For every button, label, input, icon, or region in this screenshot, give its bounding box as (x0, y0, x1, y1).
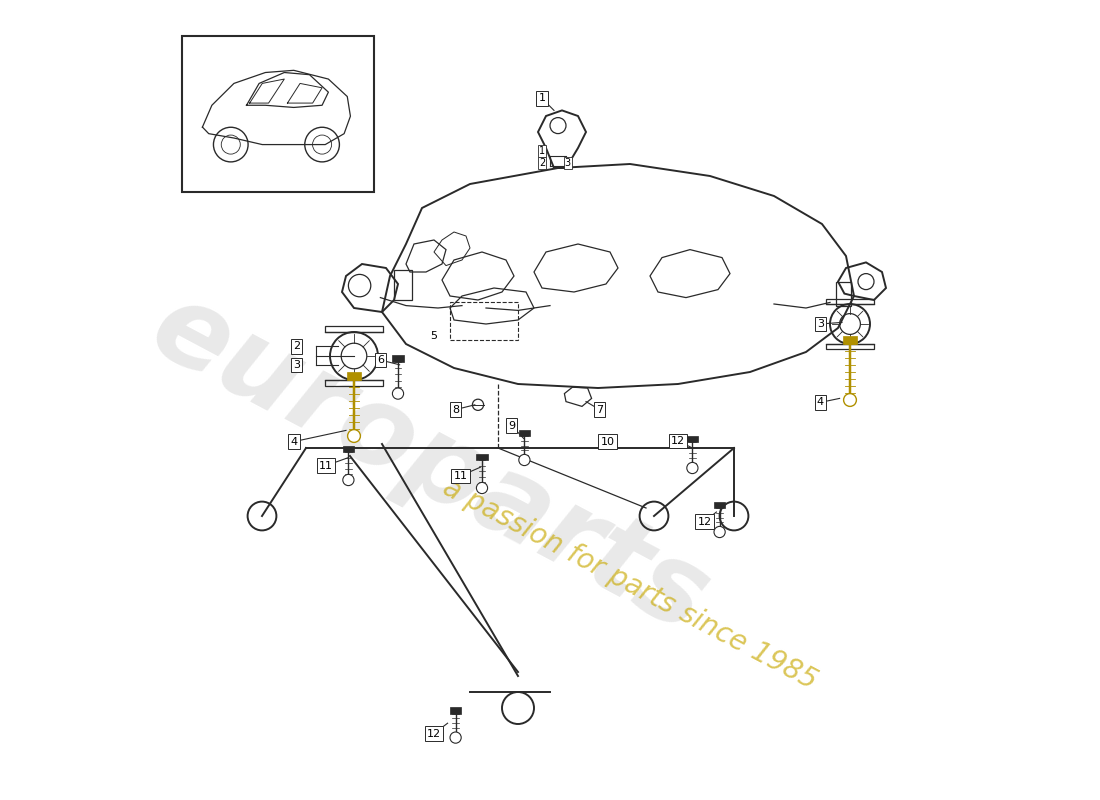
Circle shape (450, 732, 461, 743)
Bar (714, 502, 725, 508)
Bar (393, 355, 404, 362)
Text: a passion for parts since 1985: a passion for parts since 1985 (438, 473, 822, 695)
Bar (450, 707, 461, 714)
Text: 12: 12 (697, 517, 712, 526)
Text: 11: 11 (453, 471, 468, 481)
Text: 2: 2 (293, 342, 300, 351)
Text: 12: 12 (671, 436, 685, 446)
Bar (476, 454, 487, 460)
Bar (519, 430, 530, 436)
Circle shape (393, 388, 404, 399)
Bar (686, 436, 698, 442)
Text: 3: 3 (293, 360, 300, 370)
Text: 6: 6 (377, 355, 384, 365)
Circle shape (348, 430, 361, 442)
Text: 2: 2 (539, 158, 546, 168)
Bar (182, 36, 374, 192)
Bar (836, 282, 850, 306)
Text: 12: 12 (427, 729, 441, 738)
Bar (826, 344, 875, 349)
Circle shape (519, 454, 530, 466)
Bar (450, 302, 518, 340)
Text: 9: 9 (508, 421, 515, 430)
Bar (394, 270, 411, 300)
Bar (326, 326, 383, 332)
Text: 1: 1 (539, 94, 546, 103)
Bar (826, 299, 875, 304)
Circle shape (844, 394, 857, 406)
Text: 7: 7 (596, 405, 603, 414)
Text: 3: 3 (564, 158, 571, 168)
Circle shape (343, 474, 354, 486)
Circle shape (686, 462, 698, 474)
Text: 4: 4 (817, 398, 824, 407)
Text: europarts: europarts (134, 273, 726, 655)
Circle shape (714, 526, 725, 538)
Text: 11: 11 (319, 461, 333, 470)
Bar (343, 446, 354, 452)
Text: 4: 4 (290, 437, 298, 446)
Text: 3: 3 (817, 319, 824, 329)
Text: 1: 1 (539, 146, 546, 156)
Circle shape (476, 482, 487, 494)
Bar (843, 336, 857, 344)
Text: 5: 5 (430, 331, 438, 341)
Text: 8: 8 (452, 405, 459, 414)
Bar (326, 380, 383, 386)
Text: 10: 10 (601, 437, 615, 446)
Bar (346, 372, 361, 380)
